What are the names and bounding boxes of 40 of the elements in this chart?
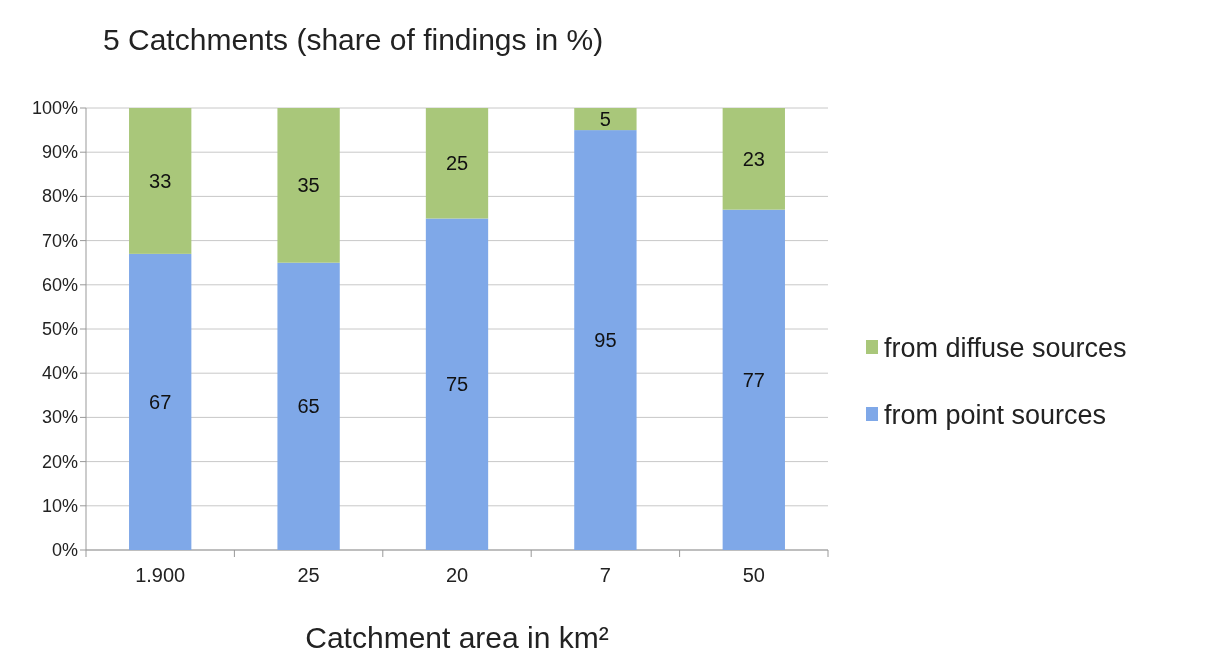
bar (425, 108, 489, 219)
x-tick-label: 25 (297, 564, 320, 586)
y-tick-label: 40% (41, 363, 78, 384)
bar (574, 130, 637, 550)
data-label: 77 (742, 368, 765, 391)
x-tick-label: 50 (742, 564, 765, 586)
data-label: 5 (599, 108, 611, 131)
y-tick-label: 30% (41, 407, 78, 428)
bar (722, 108, 785, 210)
y-tick-label: 80% (41, 186, 78, 207)
x-tick-label: 20 (445, 564, 469, 586)
x-tick-label: 7 (599, 564, 611, 586)
data-label: 23 (742, 147, 765, 170)
bar (129, 108, 192, 254)
y-tick-label: 10% (41, 495, 78, 516)
y-tick-label: 100% (31, 98, 78, 118)
bar (129, 253, 192, 550)
data-label: 33 (149, 169, 172, 192)
legend-label: from point sources (884, 400, 1107, 430)
data-label: 65 (297, 395, 320, 418)
data-label: 95 (594, 329, 617, 352)
legend-label: from diffuse sources (884, 333, 1127, 363)
bar (277, 262, 340, 550)
y-tick-label: 70% (41, 230, 78, 251)
x-axis-title: Catchment area in km² (305, 621, 609, 654)
bar (574, 108, 637, 131)
data-label: 25 (445, 152, 469, 175)
bar (277, 108, 340, 263)
y-tick-label: 60% (41, 274, 78, 295)
y-tick-label: 0% (51, 540, 78, 560)
bar (722, 209, 785, 550)
y-tick-label: 90% (41, 142, 78, 163)
chart-title: 5 Catchments (share of findings in %) (103, 23, 604, 56)
data-label: 67 (149, 390, 172, 413)
y-tick-label: 20% (41, 451, 78, 472)
x-tick-label: 1.900 (135, 564, 186, 586)
bar (425, 218, 489, 550)
data-label: 35 (297, 174, 320, 197)
data-label: 75 (445, 373, 469, 396)
y-tick-label: 50% (41, 319, 78, 339)
